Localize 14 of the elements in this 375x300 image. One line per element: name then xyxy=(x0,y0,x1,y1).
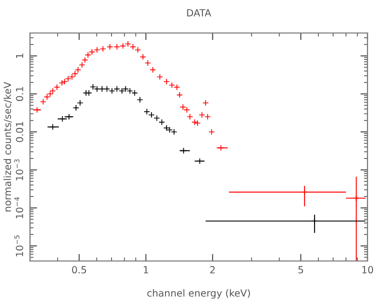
chart-title: DATA xyxy=(187,9,212,16)
y-tick-label: 0.01 xyxy=(16,122,24,142)
x-tick-label: 0.5 xyxy=(72,266,86,274)
x-tick-label: 10 xyxy=(362,266,374,274)
x-axis-title: channel energy (keV) xyxy=(147,289,250,299)
y-tick-label: 0.1 xyxy=(16,87,24,101)
y-tick-label: 1 xyxy=(16,54,24,58)
y-tick-label: 10$^{−5}$ xyxy=(14,235,24,256)
y-tick-label: 10$^{−4}$ xyxy=(14,197,24,218)
x-tick-label: 1 xyxy=(144,266,148,274)
y-axis-title: normalized counts/sec/keV xyxy=(4,82,12,212)
x-tick-label: 2 xyxy=(210,266,215,274)
x-tick-label: 5 xyxy=(298,266,304,274)
y-tick-label: 10$^{−3}$ xyxy=(14,159,24,180)
